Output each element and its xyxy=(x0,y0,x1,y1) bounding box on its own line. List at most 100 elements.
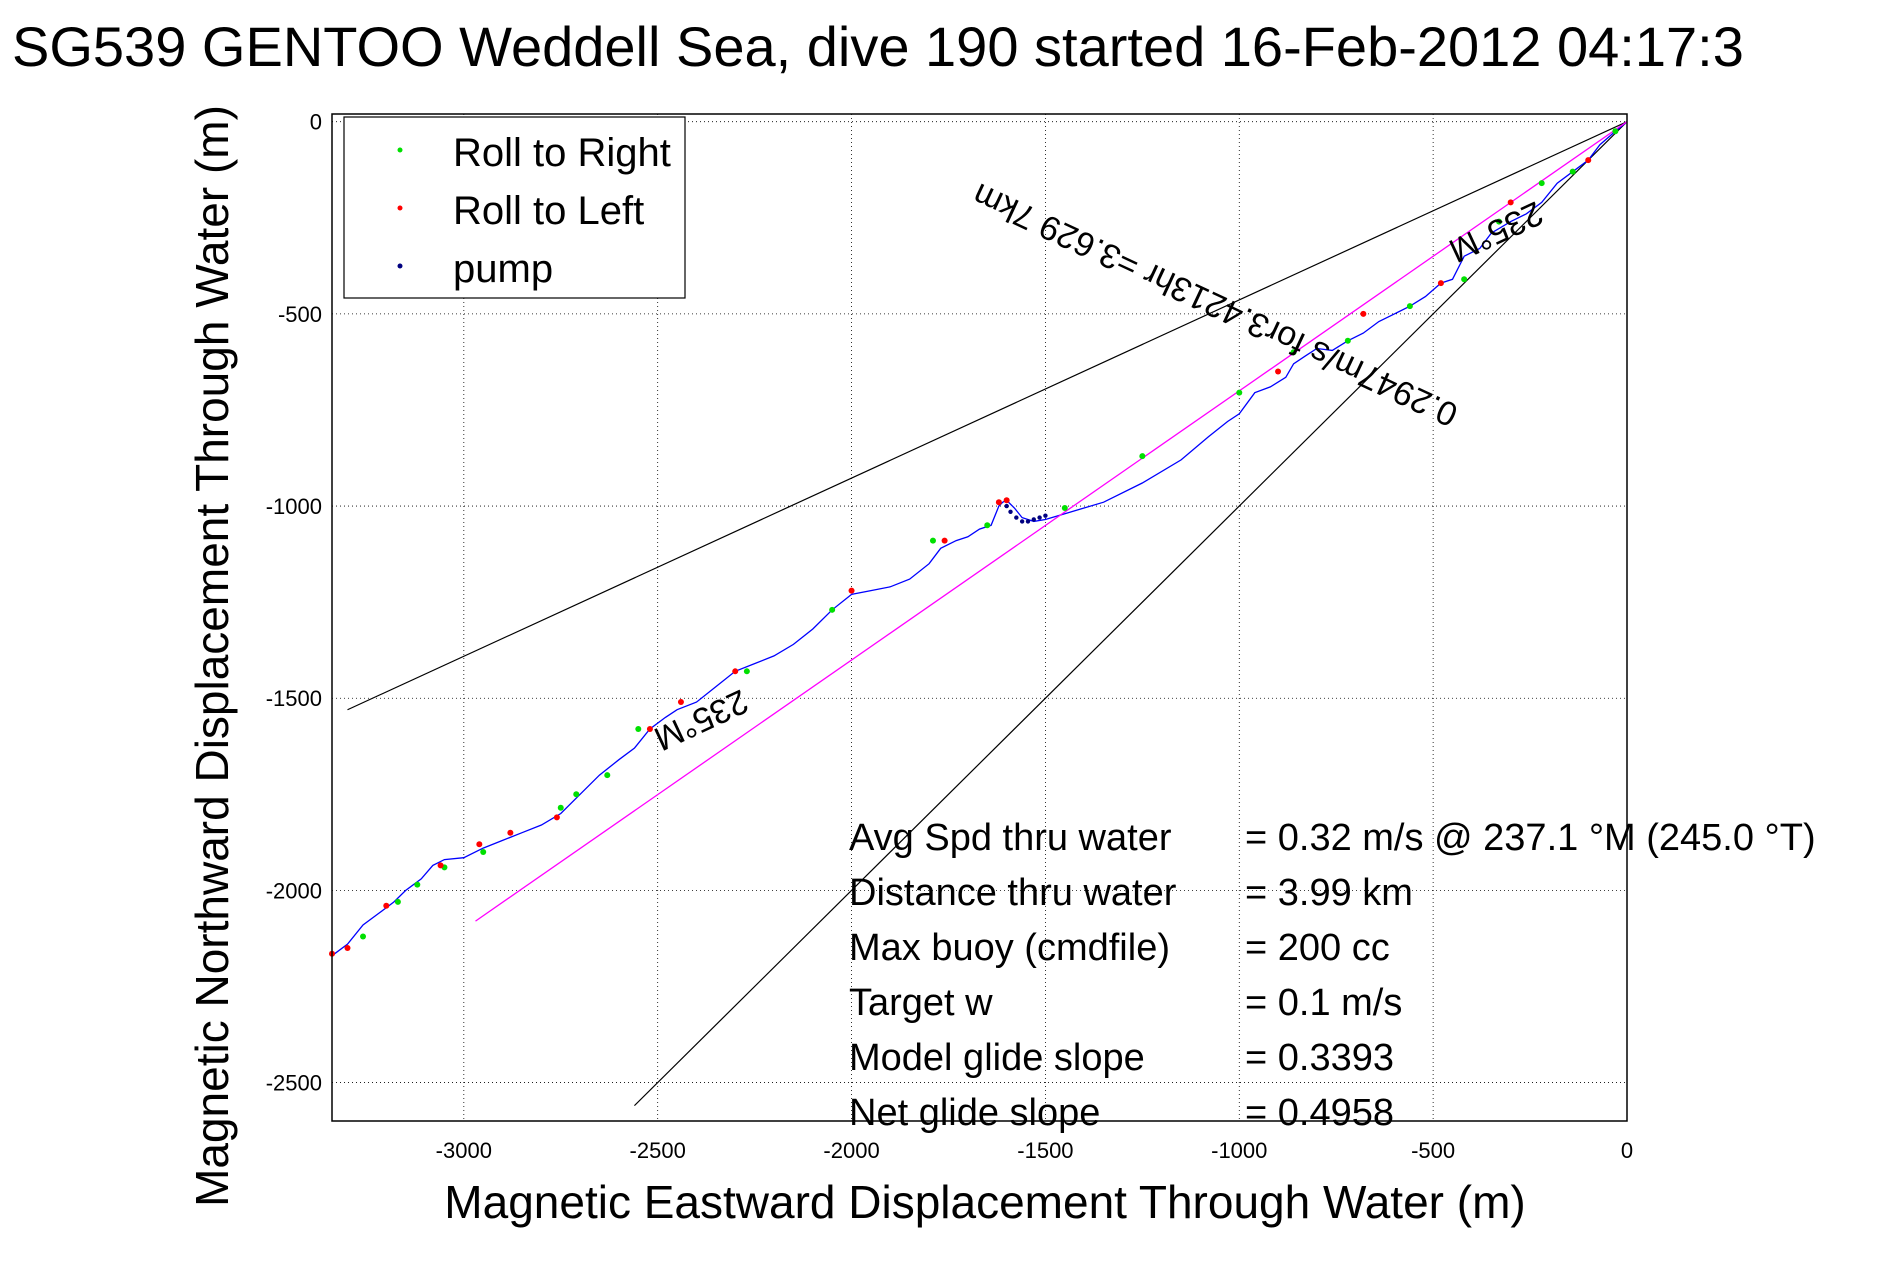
legend-label: Roll to Left xyxy=(453,189,644,233)
roll-right-point xyxy=(984,522,991,529)
stats-panel: Avg Spd thru water = 0.32 m/s @ 237.1 °M … xyxy=(849,817,1816,1134)
roll-right-point xyxy=(1538,180,1545,187)
roll-left-point xyxy=(1507,199,1514,206)
roll-left-point xyxy=(995,499,1002,506)
x-tick-label: -1000 xyxy=(1211,1138,1267,1163)
roll-right-point xyxy=(1496,218,1503,225)
legend-marker xyxy=(397,147,403,153)
roll-right-point xyxy=(573,791,580,798)
roll-right-point xyxy=(1406,303,1413,310)
series-lines xyxy=(331,121,1628,957)
roll-right-point xyxy=(1236,389,1243,396)
y-tick-label: -1500 xyxy=(266,686,322,711)
markers xyxy=(329,128,1619,957)
x-tick-label: -500 xyxy=(1411,1138,1455,1163)
stat-value: = 200 cc xyxy=(1245,927,1390,969)
roll-right-point xyxy=(557,804,564,811)
legend: Roll to Right Roll to Left pump xyxy=(343,116,686,299)
y-tick-label: -2000 xyxy=(266,878,322,903)
rotated-annotation: 0.2947m/s for3.4213hr =3.629 7km xyxy=(967,175,1464,434)
roll-right-point xyxy=(1461,276,1468,283)
pump-point xyxy=(1019,519,1025,524)
y-axis-label: Magnetic Northward Displacement Through … xyxy=(186,105,238,1207)
roll-right-point xyxy=(635,725,642,732)
roll-left-point xyxy=(848,587,855,594)
guide-lines xyxy=(347,121,1628,1107)
x-tick-label: -1500 xyxy=(1017,1138,1073,1163)
roll-left-point xyxy=(1437,280,1444,287)
roll-left-point xyxy=(437,862,444,869)
x-tick-label: -3000 xyxy=(436,1138,492,1163)
roll-right-point xyxy=(394,898,401,905)
annotations: 235°M0.2947m/s for3.4213hr =3.629 7km235… xyxy=(648,175,1548,757)
pump-point xyxy=(1014,515,1019,520)
x-tick-label: -2500 xyxy=(630,1138,686,1163)
guide-line xyxy=(347,121,1628,711)
roll-right-point xyxy=(1569,168,1576,175)
roll-right-point xyxy=(1344,337,1351,344)
roll-left-point xyxy=(344,945,351,952)
x-ticks: -3000 -2500 -2000 -1500 -1000 -500 0 xyxy=(436,1138,1633,1163)
stat-label: Net glide slope xyxy=(849,1092,1100,1134)
roll-right-point xyxy=(1290,349,1297,356)
guide-line xyxy=(634,121,1628,1107)
x-axis-label: Magnetic Eastward Displacement Through W… xyxy=(444,1176,1525,1228)
y-ticks: 0 -500 -1000 -1500 -2000 -2500 xyxy=(266,110,322,1096)
roll-right-point xyxy=(480,848,487,855)
roll-right-point xyxy=(1612,128,1619,135)
roll-left-point xyxy=(1003,497,1010,504)
roll-left-point xyxy=(1585,157,1592,164)
roll-right-point xyxy=(414,881,421,888)
pump-point xyxy=(1008,509,1013,515)
roll-left-point xyxy=(1275,368,1282,375)
pump-point xyxy=(1037,515,1042,520)
pump-point xyxy=(1025,519,1031,524)
roll-right-point xyxy=(1061,504,1068,511)
roll-right-point xyxy=(604,772,611,779)
rotated-annotation: 235°M xyxy=(1443,194,1548,270)
roll-left-point xyxy=(1360,310,1367,317)
roll-left-point xyxy=(941,537,948,544)
stat-label: Max buoy (cmdfile) xyxy=(849,927,1170,969)
y-tick-label: -1000 xyxy=(266,494,322,519)
stat-value: = 0.4958 xyxy=(1245,1092,1394,1134)
y-tick-label: -2500 xyxy=(266,1071,322,1096)
roll-left-point xyxy=(476,841,483,848)
roll-right-point xyxy=(360,933,367,940)
rotated-annotation: 235°M xyxy=(648,682,753,758)
roll-right-point xyxy=(829,606,836,613)
stat-label: Target w xyxy=(849,982,993,1024)
stat-label: Model glide slope xyxy=(849,1037,1145,1079)
pump-point xyxy=(1043,513,1048,518)
chart-title: SG539 GENTOO Weddell Sea, dive 190 start… xyxy=(12,15,1744,78)
pump-point xyxy=(1031,517,1036,522)
plot-frame xyxy=(331,113,1628,1122)
series-line xyxy=(331,121,1628,957)
roll-left-point xyxy=(646,725,653,732)
stat-label: Avg Spd thru water xyxy=(849,817,1172,859)
stat-value: = 3.99 km xyxy=(1245,872,1413,914)
stat-value: = 0.3393 xyxy=(1245,1037,1394,1079)
stat-value: = 0.1 m/s xyxy=(1245,982,1402,1024)
roll-left-point xyxy=(553,814,560,821)
stat-value: = 0.32 m/s @ 237.1 °M (245.0 °T) xyxy=(1245,817,1816,859)
legend-marker xyxy=(397,205,403,211)
y-tick-label: -500 xyxy=(278,302,322,327)
legend-marker xyxy=(397,263,403,269)
roll-left-point xyxy=(732,668,739,675)
x-tick-label: 0 xyxy=(1621,1138,1633,1163)
roll-left-point xyxy=(383,902,390,909)
series-line xyxy=(475,121,1628,922)
legend-label: Roll to Right xyxy=(453,131,671,175)
legend-label: pump xyxy=(453,247,553,291)
y-tick-label: 0 xyxy=(310,110,322,135)
roll-left-point xyxy=(507,829,514,836)
roll-right-point xyxy=(743,668,750,675)
stat-label: Distance thru water xyxy=(849,872,1177,914)
roll-left-point xyxy=(677,699,684,706)
roll-right-point xyxy=(929,537,936,544)
roll-right-point xyxy=(1139,453,1146,460)
pump-point xyxy=(1004,503,1009,509)
x-tick-label: -2000 xyxy=(823,1138,879,1163)
